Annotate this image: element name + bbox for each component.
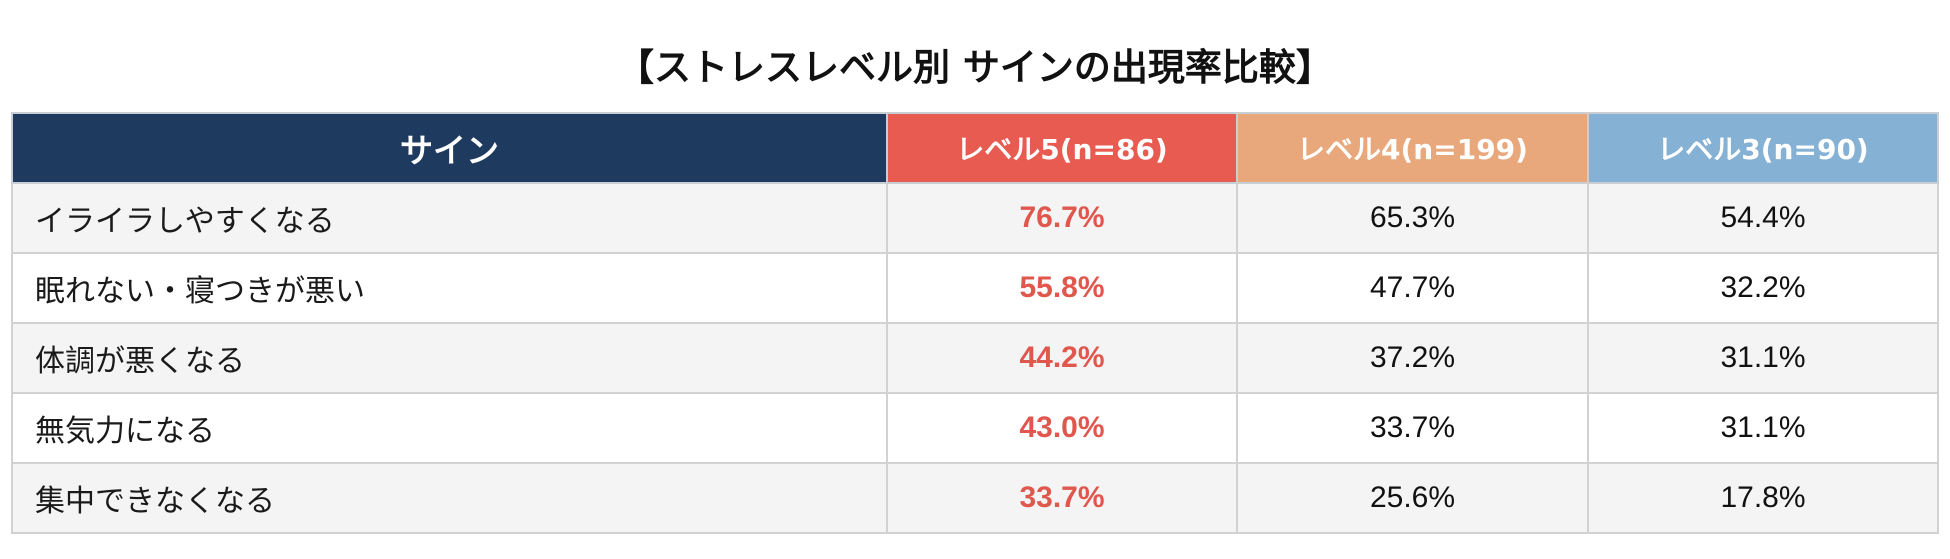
header-level5: レベル5(n=86): [886, 112, 1238, 184]
sign-label: イライラしやすくなる: [11, 182, 888, 254]
level3-value: 31.1%: [1587, 322, 1939, 394]
table-row: 集中できなくなる 33.7% 25.6% 17.8%: [11, 462, 1939, 534]
header-level4: レベル4(n=199): [1236, 112, 1589, 184]
sign-label: 集中できなくなる: [11, 462, 888, 534]
level5-value: 33.7%: [886, 462, 1238, 534]
level3-value: 17.8%: [1587, 462, 1939, 534]
header-sign: サイン: [11, 112, 888, 184]
level3-value: 31.1%: [1587, 392, 1939, 464]
level4-value: 65.3%: [1236, 182, 1589, 254]
table-row: イライラしやすくなる 76.7% 65.3% 54.4%: [11, 182, 1939, 254]
page-title: 【ストレスレベル別 サインの出現率比較】: [617, 46, 1333, 89]
table-row: 体調が悪くなる 44.2% 37.2% 31.1%: [11, 322, 1939, 394]
level4-value: 25.6%: [1236, 462, 1589, 534]
level3-value: 54.4%: [1587, 182, 1939, 254]
level5-value: 55.8%: [886, 252, 1238, 324]
table-row: 無気力になる 43.0% 33.7% 31.1%: [11, 392, 1939, 464]
sign-label: 無気力になる: [11, 392, 888, 464]
header-level3: レベル3(n=90): [1587, 112, 1939, 184]
level4-value: 33.7%: [1236, 392, 1589, 464]
table-header-row: サイン レベル5(n=86) レベル4(n=199) レベル3(n=90): [11, 112, 1939, 184]
level5-value: 44.2%: [886, 322, 1238, 394]
level5-value: 43.0%: [886, 392, 1238, 464]
table-row: 眠れない・寝つきが悪い 55.8% 47.7% 32.2%: [11, 252, 1939, 324]
level3-value: 32.2%: [1587, 252, 1939, 324]
level4-value: 37.2%: [1236, 322, 1589, 394]
sign-comparison-table: サイン レベル5(n=86) レベル4(n=199) レベル3(n=90) イラ…: [11, 112, 1939, 534]
level5-value: 76.7%: [886, 182, 1238, 254]
sign-label: 体調が悪くなる: [11, 322, 888, 394]
level4-value: 47.7%: [1236, 252, 1589, 324]
sign-label: 眠れない・寝つきが悪い: [11, 252, 888, 324]
